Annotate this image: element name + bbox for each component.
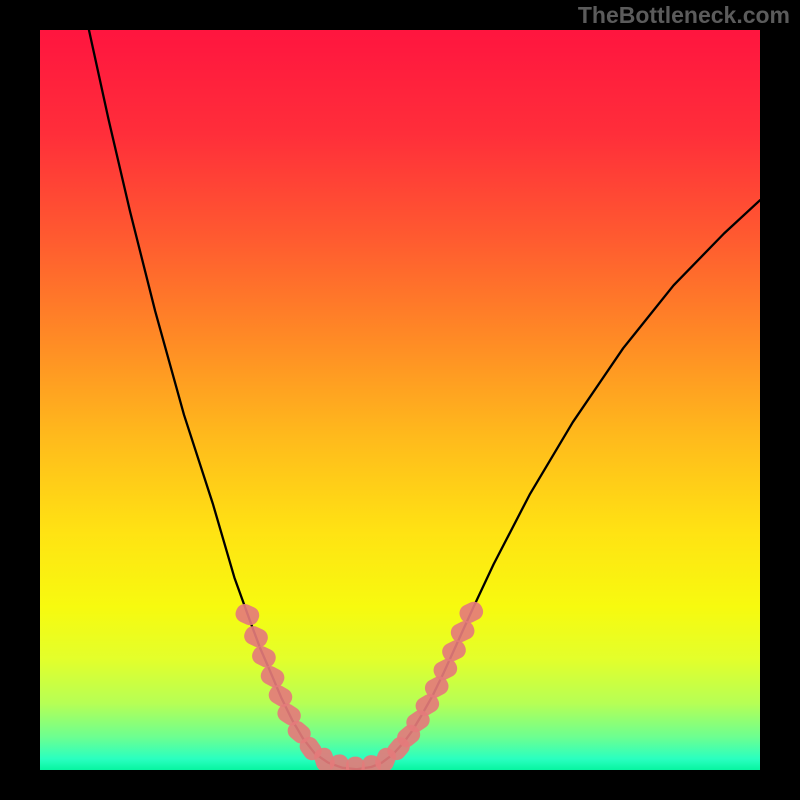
figure-root: TheBottleneck.com bbox=[0, 0, 800, 800]
plot-area bbox=[40, 30, 760, 770]
band-marker bbox=[258, 663, 288, 691]
band-marker bbox=[233, 601, 262, 628]
bottleneck-curve bbox=[89, 30, 760, 769]
plot-overlay-svg bbox=[40, 30, 760, 770]
band-marker bbox=[249, 643, 278, 670]
band-marker bbox=[241, 623, 270, 650]
band-marker bbox=[448, 618, 477, 645]
marker-band bbox=[233, 599, 486, 770]
watermark-text: TheBottleneck.com bbox=[578, 2, 790, 29]
band-marker bbox=[457, 599, 486, 626]
